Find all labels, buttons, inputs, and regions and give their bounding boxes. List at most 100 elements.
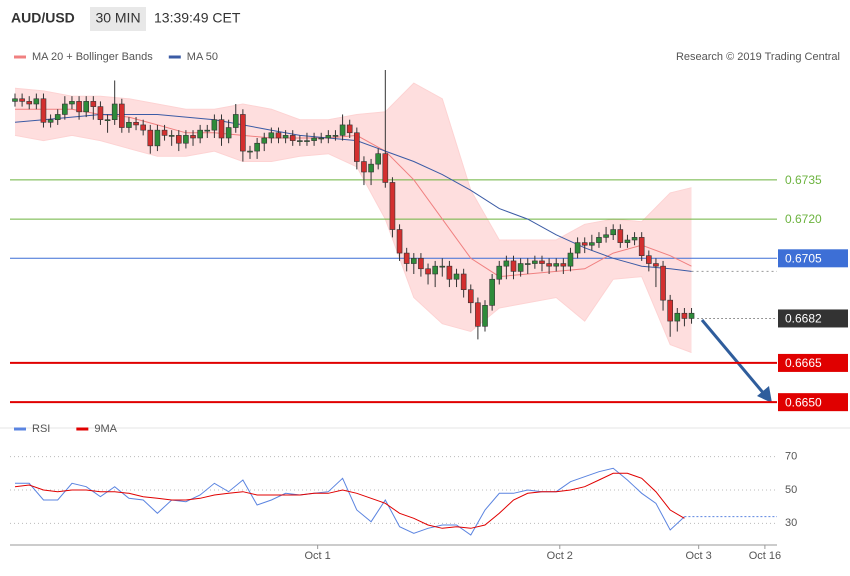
candle-body bbox=[382, 153, 389, 183]
candle-body bbox=[489, 278, 495, 306]
candle-body bbox=[610, 229, 617, 236]
y-tick-label: 50 bbox=[785, 484, 797, 496]
candle-body bbox=[325, 135, 332, 139]
candle-body bbox=[354, 132, 360, 162]
candle-body bbox=[503, 260, 510, 267]
candle-body bbox=[446, 265, 453, 280]
candle-body bbox=[567, 252, 574, 267]
candle-body bbox=[339, 124, 346, 136]
candle-body bbox=[453, 273, 460, 280]
candle-body bbox=[631, 237, 638, 241]
candle-body bbox=[140, 124, 146, 131]
candle-body bbox=[197, 129, 203, 139]
candle-body bbox=[183, 135, 189, 144]
candle-body bbox=[332, 135, 339, 137]
candle-body bbox=[62, 103, 68, 115]
candle-body bbox=[532, 260, 538, 264]
level-label: 0.6735 bbox=[785, 173, 822, 187]
y-tick-label: 70 bbox=[785, 451, 797, 463]
candle-body bbox=[76, 101, 82, 113]
candle-body bbox=[318, 137, 325, 140]
candle-body bbox=[524, 263, 531, 265]
candle-body bbox=[147, 129, 154, 147]
candle-body bbox=[667, 299, 673, 322]
candle-body bbox=[218, 119, 225, 139]
candle-body bbox=[361, 161, 367, 173]
candle-body bbox=[617, 229, 624, 243]
level-label: 0.6682 bbox=[785, 312, 822, 326]
candle-body bbox=[175, 135, 182, 144]
symbol: AUD/USD bbox=[11, 10, 75, 26]
candle-body bbox=[247, 150, 253, 153]
candle-body bbox=[403, 252, 410, 264]
bollinger-band-fill bbox=[15, 83, 692, 353]
candle-body bbox=[154, 129, 161, 147]
candle-body bbox=[90, 101, 97, 107]
candle-body bbox=[104, 119, 111, 121]
candle-body bbox=[275, 132, 282, 139]
candle-body bbox=[496, 265, 503, 280]
candle-body bbox=[425, 268, 431, 275]
candle-body bbox=[482, 305, 488, 327]
candle-body bbox=[581, 242, 588, 246]
candle-body bbox=[467, 289, 474, 304]
candle-body bbox=[12, 98, 18, 102]
legend-label: MA 50 bbox=[187, 51, 218, 63]
x-tick-label: Oct 16 bbox=[749, 550, 781, 562]
candle-body bbox=[161, 129, 168, 136]
candle-body bbox=[297, 140, 303, 142]
candle-body bbox=[539, 260, 545, 264]
candle-body bbox=[19, 98, 25, 102]
legend-label: MA 20 + Bollinger Bands bbox=[32, 51, 153, 63]
level-label: 0.6650 bbox=[785, 395, 822, 409]
candle-body bbox=[33, 98, 40, 105]
candle-body bbox=[432, 265, 438, 275]
forecast-arrow bbox=[700, 319, 767, 396]
candle-body bbox=[368, 163, 374, 173]
candle-body bbox=[211, 119, 218, 131]
level-label-box bbox=[778, 393, 848, 412]
candle-body bbox=[54, 114, 61, 120]
candle-body bbox=[311, 137, 317, 141]
level-label: 0.6720 bbox=[785, 212, 822, 226]
candle-body bbox=[289, 135, 296, 141]
candle-body bbox=[475, 302, 481, 327]
candle-body bbox=[560, 263, 567, 267]
candle-body bbox=[638, 237, 645, 256]
x-tick-label: Oct 1 bbox=[305, 550, 331, 562]
copyright: Research © 2019 Trading Central bbox=[676, 51, 840, 63]
x-tick-label: Oct 3 bbox=[686, 550, 712, 562]
candle-body bbox=[69, 101, 75, 105]
candle-body bbox=[232, 114, 239, 128]
level-label-box bbox=[778, 353, 848, 372]
candle-body bbox=[254, 142, 260, 152]
candle-body bbox=[119, 103, 125, 128]
candle-body bbox=[624, 239, 631, 243]
candle-body bbox=[410, 258, 417, 264]
candle-body bbox=[603, 234, 609, 238]
candle-body bbox=[346, 124, 353, 134]
level-label-box bbox=[778, 249, 848, 268]
candle-body bbox=[646, 255, 652, 264]
candle-body bbox=[674, 312, 681, 322]
candle-body bbox=[40, 98, 47, 123]
candle-body bbox=[553, 263, 560, 267]
bollinger-upper bbox=[14, 82, 692, 241]
legend-label: RSI bbox=[32, 423, 50, 435]
y-tick-label: 30 bbox=[785, 517, 797, 529]
candle-body bbox=[304, 140, 310, 142]
candle-body bbox=[375, 153, 381, 165]
candle-body bbox=[133, 122, 139, 126]
candle-body bbox=[47, 119, 54, 123]
candle-body bbox=[574, 242, 581, 254]
candle-body bbox=[546, 263, 552, 267]
candle-body bbox=[111, 103, 118, 120]
timeframe: 30 MIN bbox=[95, 10, 140, 26]
time: 13:39:49 CET bbox=[154, 10, 241, 26]
candle-body bbox=[240, 114, 246, 152]
indicator-line bbox=[14, 472, 685, 529]
candle-body bbox=[660, 265, 666, 301]
candle-body bbox=[282, 135, 289, 139]
